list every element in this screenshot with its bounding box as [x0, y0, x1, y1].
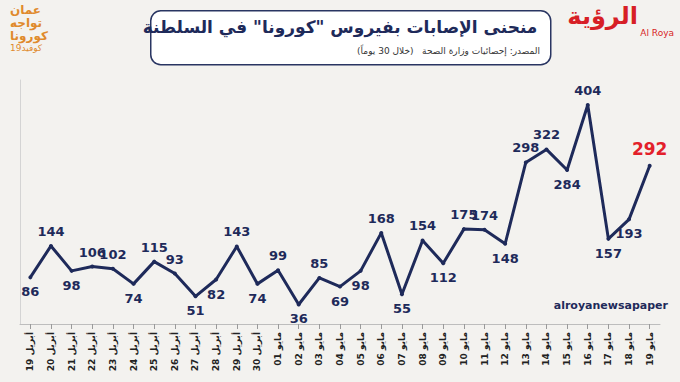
svg-text:alroyanewsapaper: alroyanewsapaper: [554, 299, 669, 312]
svg-text:17 مايو: 17 مايو: [603, 332, 614, 366]
svg-text:22 أبريل: 22 أبريل: [86, 332, 98, 371]
svg-text:322: 322: [533, 127, 560, 142]
svg-text:19 أبريل: 19 أبريل: [24, 332, 36, 371]
svg-text:19 مايو: 19 مايو: [645, 332, 656, 366]
svg-text:05 مايو: 05 مايو: [356, 332, 367, 366]
svg-text:284: 284: [554, 177, 581, 192]
svg-text:86: 86: [21, 284, 39, 299]
svg-text:74: 74: [125, 291, 143, 306]
svg-text:30 أبريل: 30 أبريل: [251, 332, 263, 371]
svg-text:28 أبريل: 28 أبريل: [210, 332, 222, 371]
svg-text:404: 404: [574, 83, 601, 98]
svg-text:14 مايو: 14 مايو: [541, 332, 552, 366]
svg-text:298: 298: [512, 140, 539, 155]
svg-text:74: 74: [248, 291, 266, 306]
svg-text:01 مايو: 01 مايو: [273, 332, 284, 366]
svg-text:20 أبريل: 20 أبريل: [45, 332, 57, 371]
svg-text:154: 154: [409, 218, 436, 233]
svg-text:07 مايو: 07 مايو: [397, 332, 408, 366]
svg-text:29 أبريل: 29 أبريل: [231, 332, 243, 371]
svg-text:55: 55: [393, 301, 411, 316]
svg-text:175: 175: [450, 207, 478, 223]
svg-text:02 مايو: 02 مايو: [294, 332, 305, 366]
svg-text:03 مايو: 03 مايو: [314, 332, 325, 366]
svg-text:51: 51: [186, 303, 204, 318]
svg-text:كوفيد19: كوفيد19: [10, 43, 43, 53]
svg-text:12 مايو: 12 مايو: [500, 332, 511, 366]
svg-text:143: 143: [223, 224, 250, 239]
svg-text:168: 168: [368, 211, 395, 226]
svg-text:36: 36: [290, 311, 308, 326]
svg-text:09 مايو: 09 مايو: [438, 332, 449, 366]
svg-text:06 مايو: 06 مايو: [376, 332, 387, 366]
svg-text:18 مايو: 18 مايو: [624, 332, 635, 366]
svg-text:10 مايو: 10 مايو: [459, 332, 470, 366]
svg-text:25 أبريل: 25 أبريل: [148, 332, 160, 371]
svg-text:144: 144: [37, 224, 64, 239]
svg-text:تواجه: تواجه: [10, 16, 43, 30]
svg-text:المصدر: إحصائيات وزارة الصحة: المصدر: إحصائيات وزارة الصحة (خلال 30 يو…: [357, 44, 540, 57]
svg-text:174: 174: [471, 208, 498, 223]
svg-text:الرؤية: الرؤية: [567, 2, 638, 30]
svg-text:112: 112: [430, 270, 457, 285]
svg-text:24 أبريل: 24 أبريل: [128, 332, 140, 371]
svg-text:99: 99: [269, 248, 287, 263]
svg-text:منحنى الإصابات بفيروس "كورونا": منحنى الإصابات بفيروس "كورونا" في السلطن…: [143, 17, 538, 38]
svg-text:27 أبريل: 27 أبريل: [189, 332, 201, 371]
svg-text:85: 85: [310, 256, 328, 271]
svg-text:Al Roya: Al Roya: [640, 28, 674, 38]
svg-text:26 أبريل: 26 أبريل: [169, 332, 181, 371]
svg-text:08 مايو: 08 مايو: [418, 332, 429, 366]
svg-text:82: 82: [207, 287, 225, 302]
svg-text:148: 148: [492, 251, 519, 266]
svg-text:16 مايو: 16 مايو: [583, 332, 594, 366]
svg-text:93: 93: [166, 252, 184, 267]
svg-text:كورونا: كورونا: [10, 29, 48, 43]
svg-text:23 أبريل: 23 أبريل: [107, 332, 119, 371]
svg-text:106: 106: [78, 244, 106, 260]
svg-text:102: 102: [99, 247, 126, 262]
svg-text:69: 69: [331, 294, 349, 309]
svg-text:292: 292: [632, 139, 668, 159]
svg-text:04 مايو: 04 مايو: [335, 332, 346, 366]
svg-text:98: 98: [63, 278, 81, 293]
svg-text:98: 98: [352, 278, 370, 293]
svg-text:15 مايو: 15 مايو: [562, 332, 573, 366]
svg-text:11 مايو: 11 مايو: [480, 332, 491, 366]
svg-text:21 أبريل: 21 أبريل: [66, 332, 78, 371]
svg-text:115: 115: [141, 240, 168, 255]
svg-text:عمان: عمان: [10, 3, 41, 17]
svg-text:157: 157: [595, 246, 622, 261]
svg-text:13 مايو: 13 مايو: [521, 332, 532, 366]
svg-text:193: 193: [615, 226, 642, 241]
